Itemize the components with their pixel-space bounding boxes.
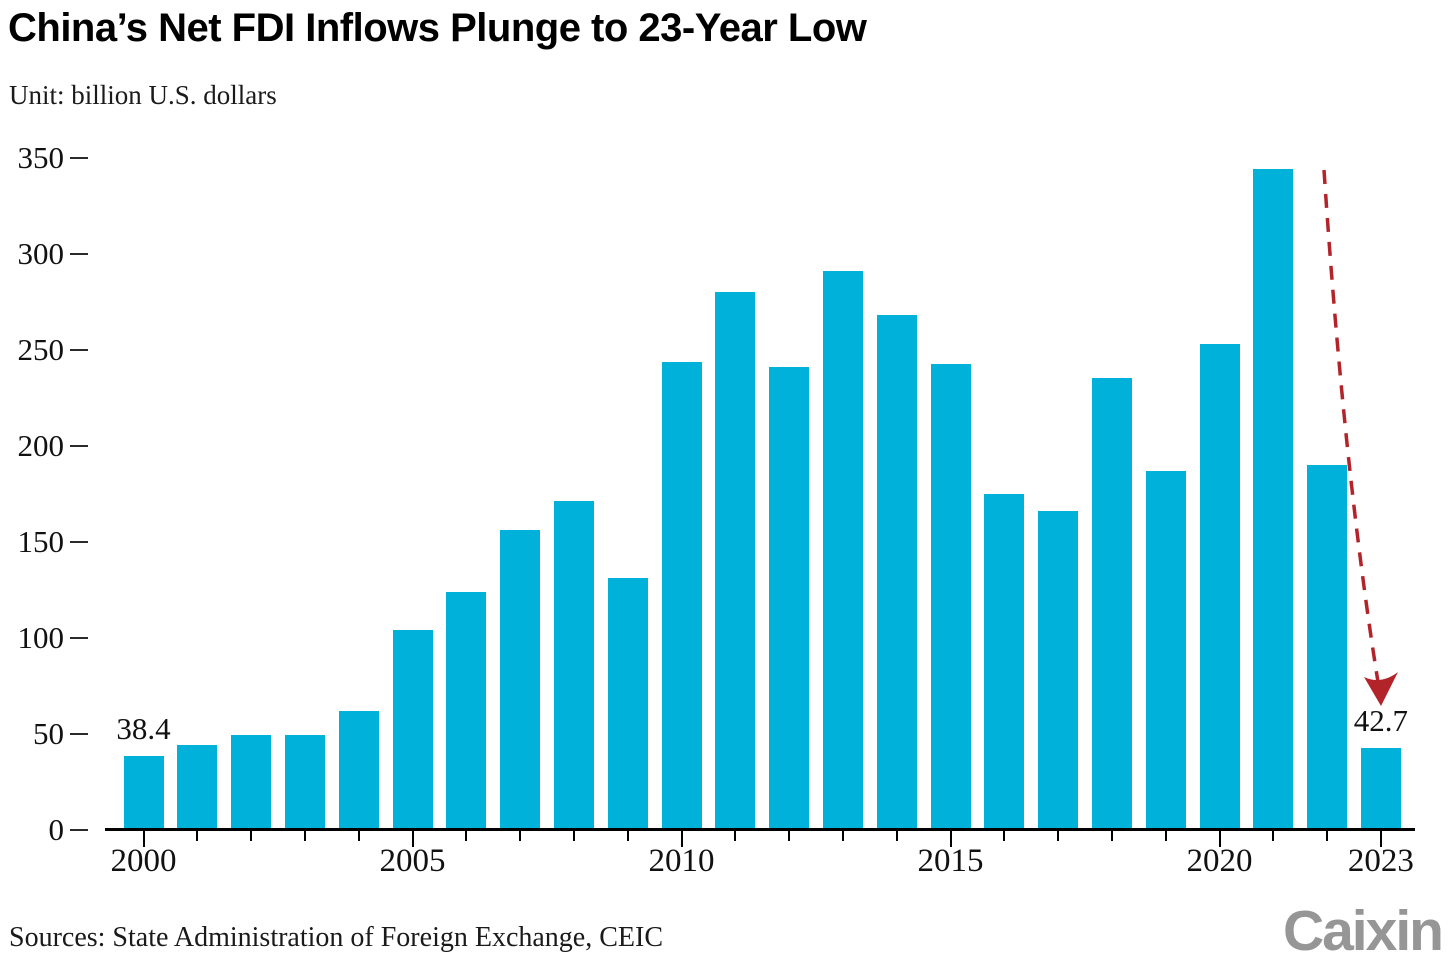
x-axis-tick-2009 [626,831,629,841]
bar-2010 [661,362,702,830]
x-axis-tick-2011 [734,831,737,841]
x-axis-tick-2014 [895,831,898,841]
x-axis-tick-2005 [411,831,414,847]
x-axis-tick-2019 [1164,831,1167,841]
x-axis-tick-2018 [1110,831,1113,841]
x-axis-tick-2006 [465,831,468,841]
y-axis-tick-50 [70,733,88,735]
y-axis-tick-350 [70,157,88,159]
chart-title: China’s Net FDI Inflows Plunge to 23-Yea… [8,6,867,50]
y-axis-tick-200 [70,445,88,447]
x-axis-tick-2016 [1003,831,1006,841]
x-axis-tick-2008 [572,831,575,841]
x-axis-tick-2022 [1326,831,1329,841]
y-axis-tick-0 [70,829,88,831]
x-axis-tick-2003 [303,831,306,841]
y-axis-label-300: 300 [17,235,65,271]
x-axis-tick-2017 [1057,831,1060,841]
bar-2022 [1307,464,1348,830]
bar-2012 [769,366,810,830]
value-label-2023: 42.7 [1353,703,1409,739]
bar-2009 [607,578,648,830]
y-axis-label-250: 250 [17,331,65,367]
y-axis-tick-100 [70,637,88,639]
x-axis-label-2010: 2010 [648,843,715,879]
bar-2020 [1199,344,1240,830]
bar-2014 [876,315,917,830]
x-axis-tick-2007 [519,831,522,841]
x-axis-tick-2021 [1272,831,1275,841]
x-axis-tick-2020 [1218,831,1221,847]
y-axis-label-50: 50 [33,715,64,751]
y-axis-label-350: 350 [17,139,65,175]
y-axis-label-200: 200 [17,427,65,463]
bar-2023 [1360,748,1401,830]
x-axis-line [105,828,1415,831]
bar-2016 [984,494,1025,830]
bar-2003 [284,734,325,830]
bar-2017 [1038,511,1079,830]
x-axis-tick-2010 [680,831,683,847]
bar-2015 [930,364,971,830]
bar-2018 [1091,378,1132,830]
y-axis-label-100: 100 [17,619,65,655]
bar-2004 [338,710,379,830]
bar-2002 [231,735,272,830]
y-axis-label-150: 150 [17,523,65,559]
bar-2007 [500,530,541,830]
x-axis-label-2005: 2005 [379,843,446,879]
caixin-logo: Caixin [1282,899,1444,963]
x-axis-tick-2001 [196,831,199,841]
x-axis-tick-2013 [841,831,844,841]
x-axis-tick-2004 [357,831,360,841]
x-axis-label-2015: 2015 [917,843,984,879]
x-axis-label-2023: 2023 [1347,843,1414,879]
bar-2005 [392,630,433,830]
bar-2021 [1253,169,1294,830]
y-axis-label-0: 0 [48,811,65,847]
bar-chart-plot-area: 0 50 100 150 200 250 300 350 2000 2005 2010 2015 202… [17,139,1415,879]
bar-2008 [553,500,594,830]
bar-2001 [177,745,218,830]
x-axis-tick-2023 [1379,831,1382,847]
x-axis-label-2020: 2020 [1186,843,1253,879]
bar-2000 [123,756,164,830]
x-axis-tick-2015 [949,831,952,847]
x-axis-label-2000: 2000 [110,843,177,879]
sources-note: Sources: State Administration of Foreign… [9,922,664,953]
value-label-2000: 38.4 [116,711,171,747]
y-axis-tick-250 [70,349,88,351]
bar-2013 [822,271,863,830]
y-axis-tick-300 [70,253,88,255]
bar-2011 [715,292,756,830]
bar-2006 [446,591,487,830]
x-axis-tick-2012 [788,831,791,841]
x-axis-tick-2002 [250,831,253,841]
y-axis-tick-150 [70,541,88,543]
x-axis-tick-2000 [142,831,145,847]
bar-2019 [1145,470,1186,830]
unit-label: Unit: billion U.S. dollars [9,80,277,110]
